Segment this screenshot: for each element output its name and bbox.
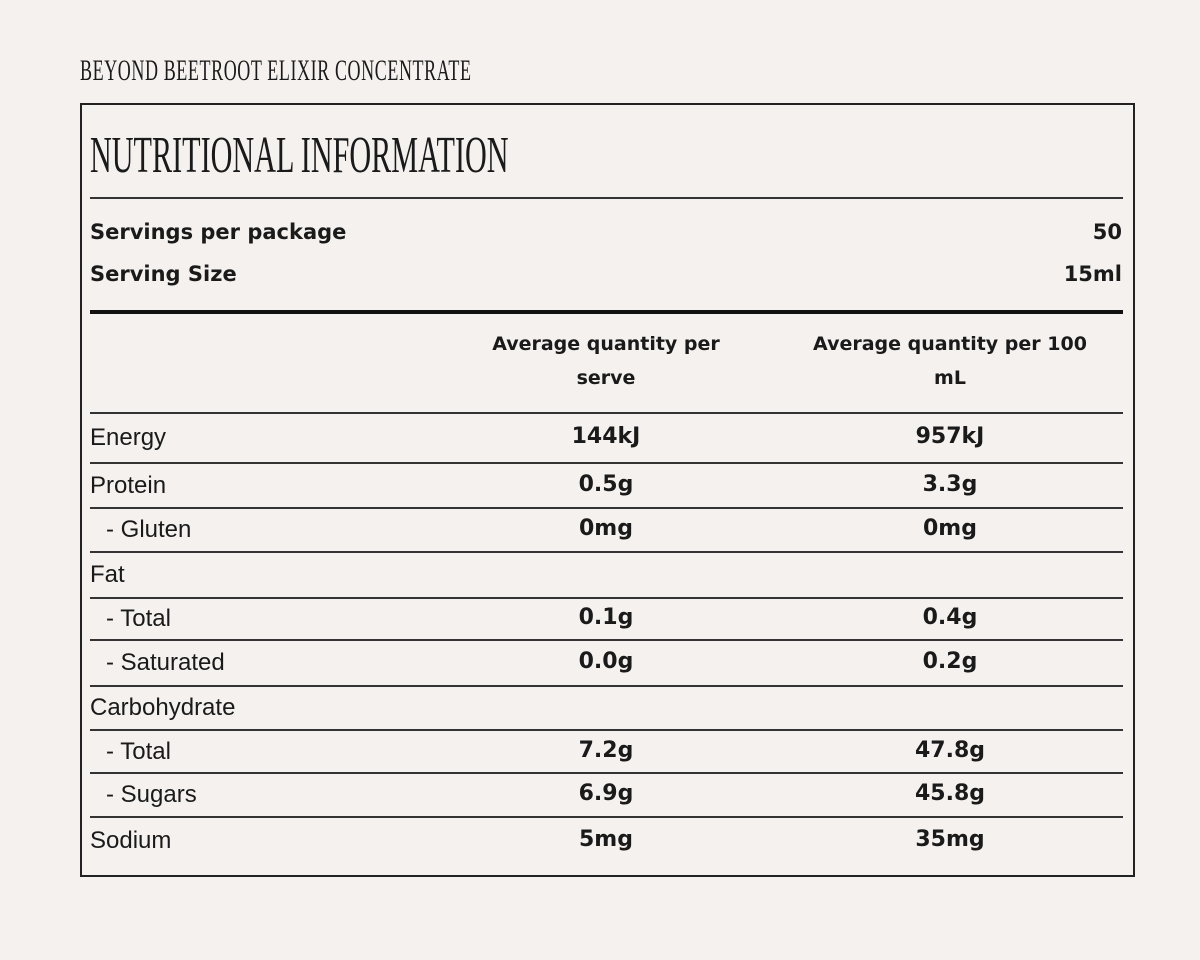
table-row: Energy 144kJ 957kJ [90, 414, 1123, 464]
table-row: - Total 0.1g 0.4g [90, 599, 1123, 641]
serving-value: 50 [1092, 220, 1122, 244]
table-row: Fat [90, 553, 1123, 599]
serve-value: 0.0g [578, 649, 634, 674]
nutrient-label: - Total [106, 605, 171, 632]
nutrient-label: Energy [90, 424, 167, 451]
panel-title: NUTRITIONAL INFORMATION [90, 127, 509, 184]
divider [90, 197, 1123, 199]
per100-value: 957kJ [915, 424, 985, 449]
table-row: - Total 7.2g 47.8g [90, 731, 1123, 774]
table-row: - Sugars 6.9g 45.8g [90, 774, 1123, 818]
nutrient-label: - Gluten [106, 516, 192, 543]
table-row: Protein 0.5g 3.3g [90, 464, 1123, 509]
divider [90, 412, 1123, 414]
serve-value: 144kJ [571, 424, 641, 449]
nutrient-label: Carbohydrate [90, 694, 236, 721]
nutrient-label: - Sugars [106, 781, 197, 808]
nutrient-label: Protein [90, 471, 167, 499]
nutrient-label: - Saturated [106, 649, 225, 676]
serve-value: 0mg [579, 516, 633, 541]
per100-value: 0.4g [922, 605, 978, 630]
per100-value: 47.8g [914, 737, 986, 763]
table-row: - Gluten 0mg 0mg [90, 509, 1123, 553]
nutrient-label: - Total [106, 737, 171, 765]
table-row: Carbohydrate [90, 687, 1123, 731]
serving-label: Serving Size [90, 262, 237, 286]
nutrition-panel [80, 103, 1135, 877]
product-title: BEYOND BEETROOT ELIXIR CONCENTRATE [80, 54, 472, 87]
serve-value: 0.5g [578, 471, 634, 497]
serving-value: 15ml [1063, 262, 1122, 286]
per100-value: 45.8g [914, 781, 986, 806]
serve-value: 7.2g [578, 737, 634, 763]
column-header: Average quantity per serve [492, 333, 720, 389]
serve-value: 6.9g [578, 781, 634, 806]
per100-value: 35mg [915, 827, 985, 852]
table-row: - Saturated 0.0g 0.2g [90, 641, 1123, 687]
serving-label: Servings per package [90, 220, 347, 244]
nutrient-label: Sodium [90, 827, 172, 854]
per100-value: 0.2g [922, 649, 978, 674]
table-row: Sodium 5mg 35mg [90, 818, 1123, 866]
serve-value: 5mg [579, 827, 633, 852]
nutrient-label: Fat [90, 561, 125, 588]
column-header: Average quantity per 100 mL [813, 333, 1087, 389]
serve-value: 0.1g [578, 605, 634, 630]
thick-divider [90, 310, 1123, 314]
per100-value: 0mg [923, 516, 977, 541]
per100-value: 3.3g [922, 471, 978, 497]
